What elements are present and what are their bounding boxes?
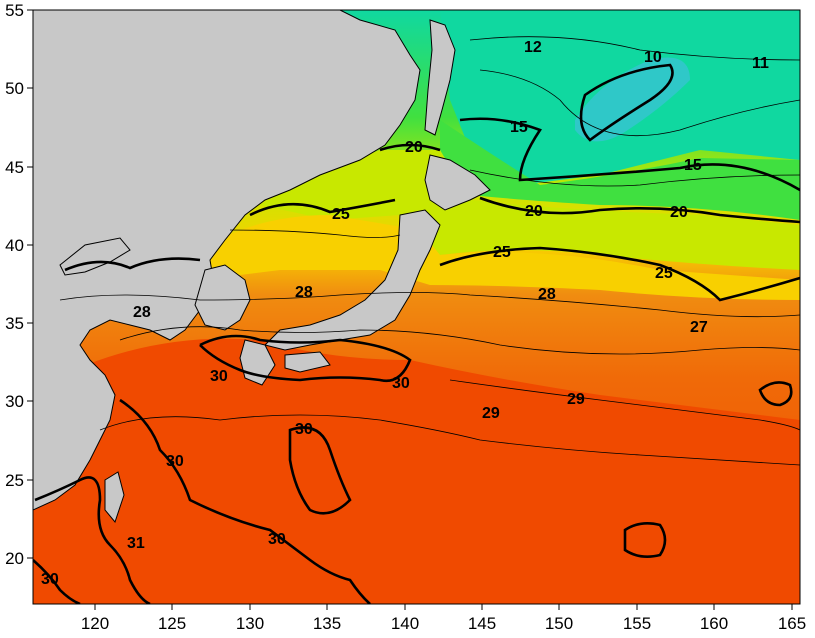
x-tick-label: 165 — [778, 614, 806, 633]
contour-line — [229, 229, 401, 238]
contour-labels: 12 10 11 15 15 20 20 20 25 25 25 28 28 2… — [41, 39, 769, 588]
contour-label: 25 — [655, 265, 673, 282]
contour-line — [479, 69, 800, 137]
contour-label: 15 — [510, 119, 528, 136]
land — [33, 10, 491, 524]
contour-label: 12 — [524, 39, 542, 56]
x-tick-label: 120 — [81, 614, 109, 633]
x-tick-label: 155 — [623, 614, 651, 633]
contour-label: 28 — [538, 286, 556, 303]
y-tick-label: 50 — [5, 79, 24, 98]
y-tick-label: 25 — [5, 471, 24, 490]
contour-label: 15 — [684, 157, 702, 174]
contour-label: 27 — [690, 319, 708, 336]
contour-line — [99, 414, 800, 466]
contour-line — [579, 63, 674, 142]
contour-label: 20 — [405, 139, 423, 156]
contour-label: 31 — [127, 535, 145, 552]
contour-line — [449, 379, 800, 431]
contour-line — [459, 117, 800, 192]
y-tick-label: 55 — [5, 1, 24, 20]
contour-line — [34, 476, 151, 604]
contour-line — [119, 326, 800, 355]
y-tick-label: 45 — [5, 158, 24, 177]
contour-line — [469, 36, 800, 61]
contour-lines — [33, 36, 800, 604]
sst-cool-band — [440, 120, 800, 220]
contour-label: 25 — [493, 244, 511, 261]
x-tick-label: 135 — [313, 614, 341, 633]
contour-label: 30 — [41, 571, 59, 588]
hokkaido-island — [424, 154, 491, 211]
contour-label: 10 — [644, 49, 662, 66]
contour-line — [623, 522, 667, 558]
shikoku-island — [284, 351, 331, 373]
contour-label: 28 — [133, 304, 151, 321]
contour-line — [249, 198, 396, 217]
contour-line — [379, 143, 800, 224]
x-tick-label: 160 — [700, 614, 728, 633]
taiwan-island — [104, 471, 125, 524]
y-tick-label: 35 — [5, 314, 24, 333]
contour-line — [439, 246, 800, 302]
contour-label: 28 — [295, 284, 313, 301]
sst-hot-region — [33, 338, 800, 604]
plot-frame — [32, 9, 801, 605]
contour-label: 30 — [268, 531, 286, 548]
contour-label: 30 — [392, 375, 410, 392]
y-tick-label: 40 — [5, 236, 24, 255]
x-tick-label: 130 — [236, 614, 264, 633]
x-axis: 120 125 130 135 140 145 150 155 160 165 — [81, 604, 806, 633]
x-tick-label: 125 — [158, 614, 186, 633]
contour-line — [469, 169, 800, 187]
contour-label: 11 — [752, 55, 769, 72]
contour-line — [33, 559, 81, 604]
contour-line — [758, 381, 793, 407]
sst-coldest-region — [575, 57, 690, 142]
contour-label: 29 — [567, 391, 585, 408]
sakhalin-island — [424, 19, 456, 136]
honshu-island — [264, 209, 441, 351]
contour-label: 30 — [295, 421, 313, 438]
contour-line — [199, 334, 412, 383]
contour-label: 20 — [525, 203, 543, 220]
x-tick-label: 145 — [468, 614, 496, 633]
contour-label: 25 — [332, 206, 350, 223]
contour-line — [64, 257, 201, 272]
korea-peninsula — [194, 264, 251, 331]
contour-label: 29 — [482, 405, 500, 422]
contour-label: 30 — [210, 368, 228, 385]
contour-line — [288, 426, 352, 515]
sst-warm-band — [60, 215, 800, 300]
contour-line — [59, 292, 800, 318]
y-axis: 55 50 45 40 35 30 25 20 — [5, 1, 33, 568]
x-tick-label: 140 — [391, 614, 419, 633]
x-tick-label: 150 — [545, 614, 573, 633]
contour-label: 30 — [166, 453, 184, 470]
sst-field — [33, 10, 800, 604]
contour-line — [119, 398, 371, 604]
contour-label: 20 — [670, 204, 688, 221]
y-tick-label: 20 — [5, 549, 24, 568]
y-tick-label: 30 — [5, 392, 24, 411]
